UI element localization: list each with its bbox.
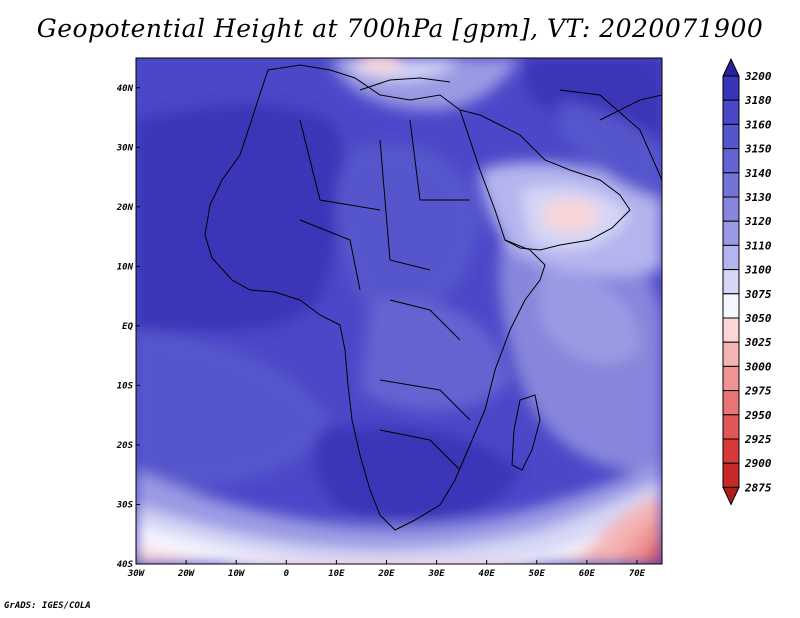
colorbar-label: 3025 bbox=[744, 336, 772, 349]
colorbar-label: 3150 bbox=[744, 143, 772, 156]
x-tick-label: 70E bbox=[629, 569, 646, 579]
chart-title: Geopotential Height at 700hPa [gpm], VT:… bbox=[36, 14, 764, 43]
colorbar-label: 2925 bbox=[744, 433, 772, 446]
colorbar-label: 3000 bbox=[744, 360, 772, 373]
colorbar-label: 2900 bbox=[744, 457, 772, 470]
x-tick-label: 20W bbox=[177, 569, 196, 579]
colorbar-box bbox=[722, 75, 740, 101]
colorbar-label: 3050 bbox=[744, 312, 772, 325]
colorbar-label: 3180 bbox=[744, 94, 772, 107]
y-tick-label: 10N bbox=[117, 262, 134, 272]
y-tick-label: 10S bbox=[117, 381, 134, 391]
y-tick-label: 30N bbox=[116, 143, 134, 153]
colorbar-box bbox=[722, 244, 740, 271]
x-tick-label: 30W bbox=[127, 569, 146, 579]
colorbar-box bbox=[722, 341, 740, 367]
colorbar-label: 3100 bbox=[744, 264, 772, 277]
colorbar-label: 2975 bbox=[744, 385, 772, 398]
colorbar-label: 3120 bbox=[744, 215, 772, 228]
colorbar-box bbox=[722, 220, 740, 246]
colorbar-box bbox=[722, 99, 740, 125]
x-tick-label: 30E bbox=[427, 569, 445, 579]
y-tick-label: 20S bbox=[116, 441, 134, 451]
colorbar-box bbox=[722, 172, 740, 198]
colorbar-max-triangle bbox=[722, 57, 740, 77]
coastlines bbox=[204, 64, 662, 531]
colorbar-box bbox=[722, 148, 740, 174]
colorbar-label: 3130 bbox=[744, 191, 772, 204]
map-axes: 30W 20W 10W 0 10E 20E 30E 40E 50E 60E 70E 40N 30N 20N… bbox=[116, 84, 646, 579]
colorbar-box bbox=[722, 293, 740, 319]
colorbar-label: 3160 bbox=[744, 118, 772, 131]
map-frame bbox=[135, 57, 663, 565]
y-tick-label: 40S bbox=[117, 560, 134, 570]
colorbar-label: 2875 bbox=[744, 481, 772, 494]
colorbar-label: 2950 bbox=[744, 409, 772, 422]
colorbar-label: 3110 bbox=[744, 239, 772, 252]
x-tick-label: 50E bbox=[529, 569, 546, 579]
y-tick-label: 40N bbox=[117, 84, 134, 94]
y-tick-label: EQ bbox=[122, 322, 133, 332]
height-field bbox=[136, 58, 662, 564]
x-tick-label: 10E bbox=[328, 569, 345, 579]
colorbar-label: 3140 bbox=[744, 167, 772, 180]
y-tick-label: 20N bbox=[116, 203, 134, 213]
colorbar-min-triangle bbox=[722, 486, 740, 506]
y-tick-label: 30S bbox=[116, 500, 134, 510]
footer-credit: GrADS: IGES/COLA bbox=[4, 601, 91, 611]
x-tick-label: 40E bbox=[479, 569, 496, 579]
x-tick-label: 60E bbox=[579, 569, 596, 579]
colorbar-label: 3200 bbox=[744, 70, 772, 83]
colorbar-label: 3075 bbox=[744, 288, 772, 301]
colorbar-box bbox=[722, 269, 740, 295]
x-tick-label: 20E bbox=[377, 569, 395, 579]
colorbar-box bbox=[722, 317, 740, 343]
colorbar-box bbox=[722, 390, 740, 416]
colorbar: 3200 3180 3160 3150 3140 3130 3120 3110 3100 3075… bbox=[722, 57, 772, 506]
colorbar-box bbox=[722, 438, 740, 464]
colorbar-box bbox=[722, 462, 740, 488]
colorbar-box bbox=[722, 365, 740, 392]
x-tick-label: 10W bbox=[228, 569, 246, 579]
colorbar-box bbox=[722, 196, 740, 222]
colorbar-box bbox=[722, 123, 740, 150]
colorbar-box bbox=[722, 414, 740, 440]
x-tick-label: 0 bbox=[284, 569, 290, 579]
